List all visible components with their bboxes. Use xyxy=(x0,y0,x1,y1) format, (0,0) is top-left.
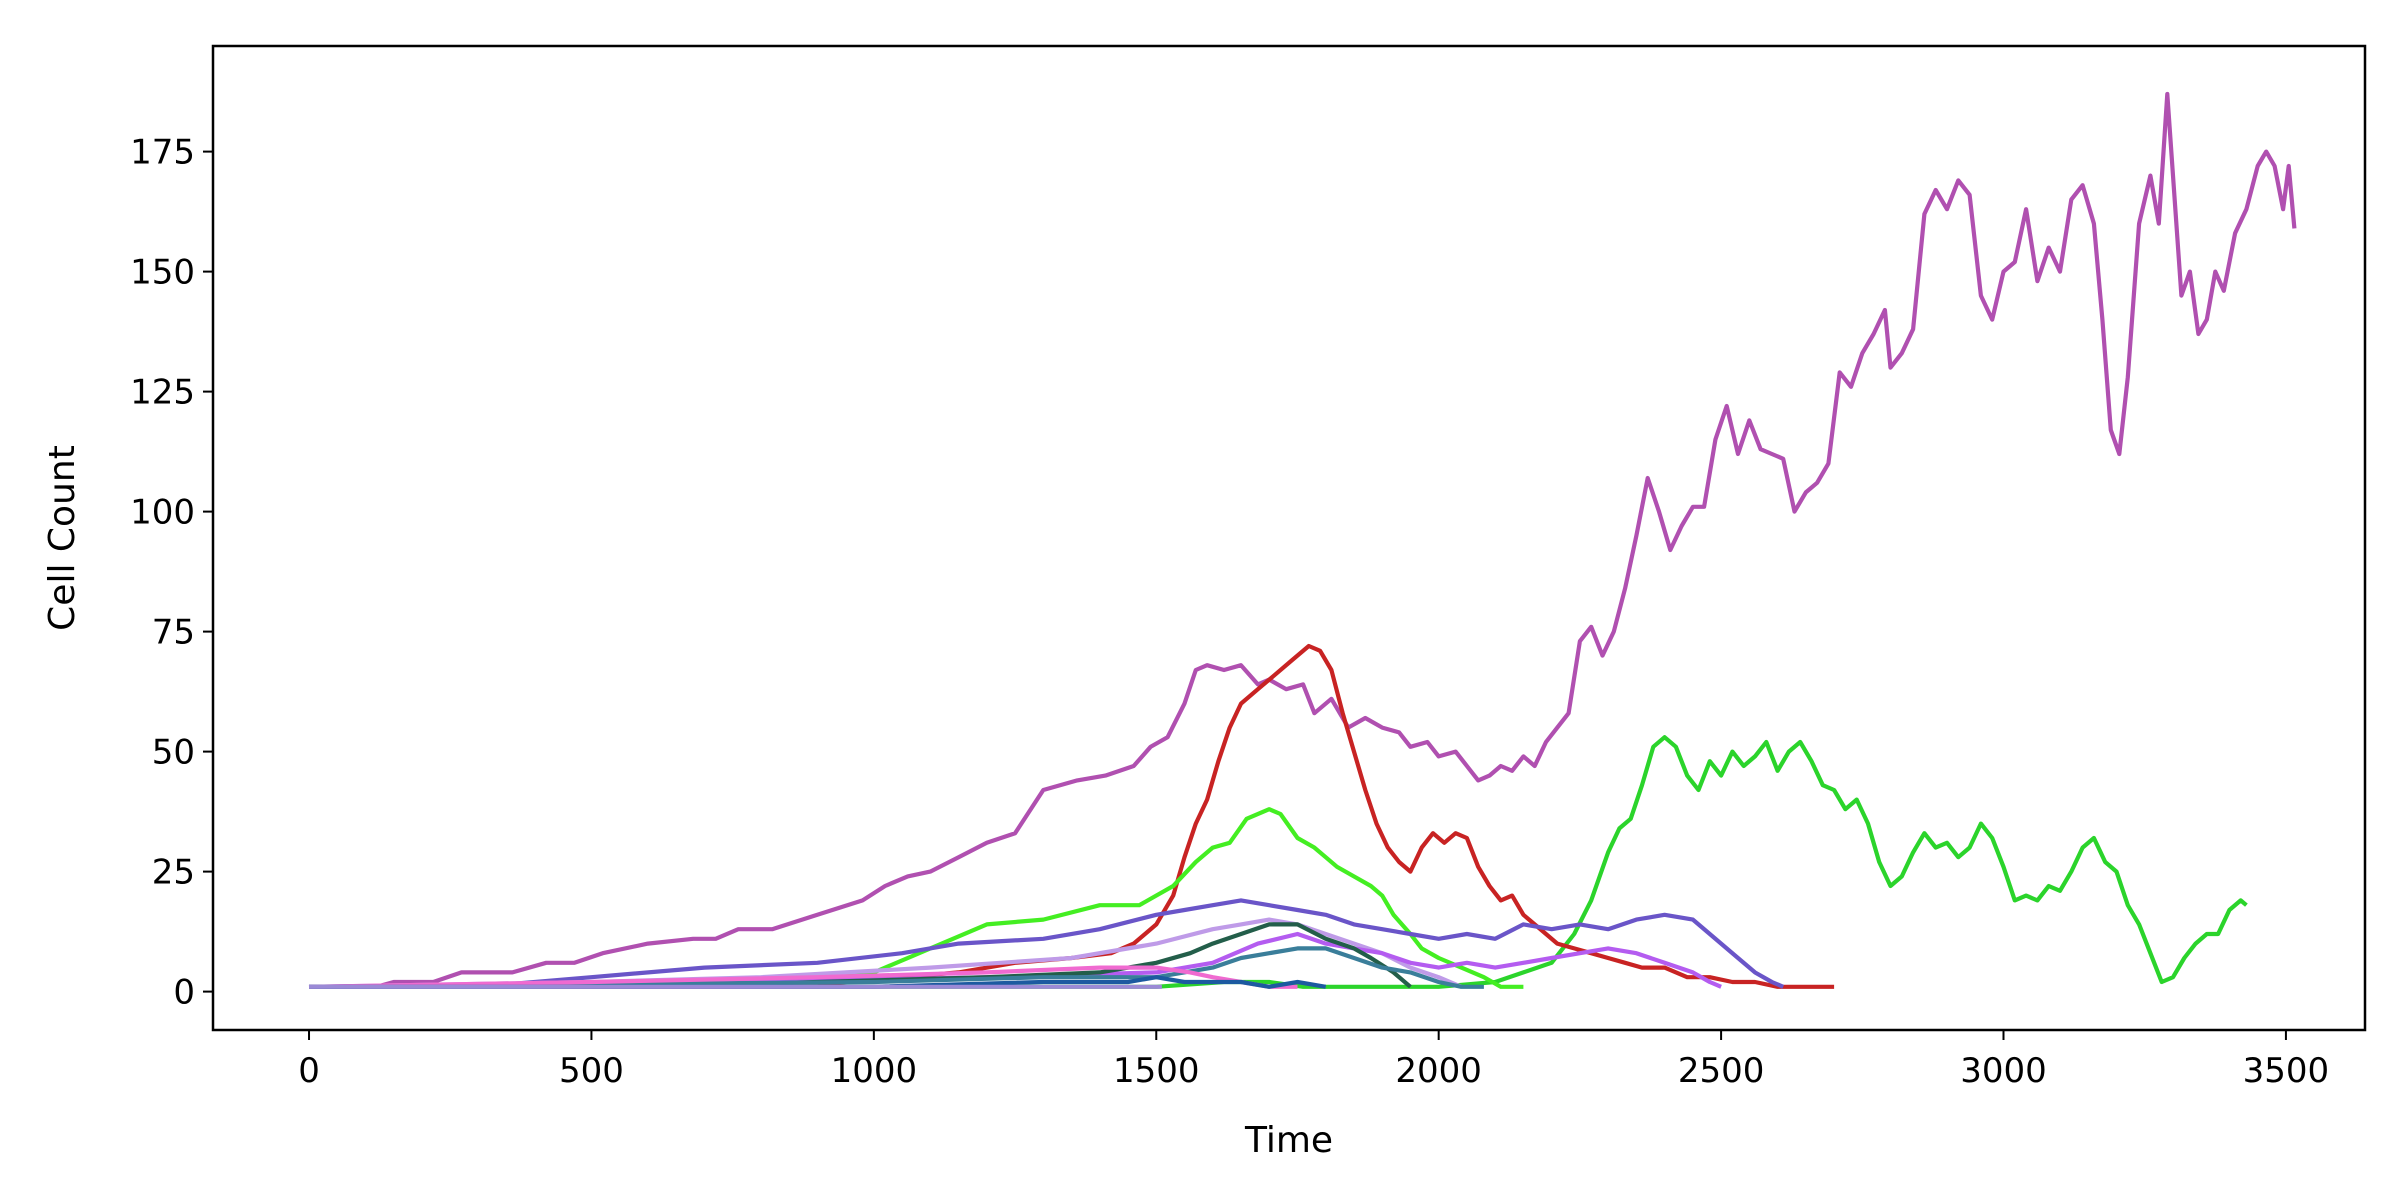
x-tick-label: 2000 xyxy=(1395,1051,1482,1091)
series-line-5 xyxy=(309,898,1785,989)
series-line-3 xyxy=(309,643,1835,989)
x-tick-label: 1500 xyxy=(1113,1051,1200,1091)
y-axis-ticks: 0 25 50 75 100 125 150 175 xyxy=(130,133,213,1013)
y-tick-label: 125 xyxy=(130,373,195,413)
y-tick-label: 175 xyxy=(130,133,195,173)
x-tick-label: 1000 xyxy=(831,1051,918,1091)
series-line-6 xyxy=(308,917,1463,989)
x-axis-title: Time xyxy=(1244,1120,1333,1161)
x-tick-label: 2500 xyxy=(1678,1051,1765,1091)
series-line-4 xyxy=(309,807,1524,989)
y-tick-label: 75 xyxy=(152,613,195,653)
x-tick-label: 3500 xyxy=(2243,1051,2330,1091)
y-tick-label: 0 xyxy=(173,973,195,1013)
series-line-2 xyxy=(309,735,2248,989)
series-line-9 xyxy=(308,946,1484,989)
y-tick-label: 50 xyxy=(152,733,195,773)
y-tick-label: 100 xyxy=(130,493,195,533)
series-lines xyxy=(308,91,2297,989)
plot-frame xyxy=(211,44,2367,1032)
y-tick-label: 150 xyxy=(130,253,195,293)
x-tick-label: 0 xyxy=(298,1051,320,1091)
series-line-11 xyxy=(309,975,1327,989)
x-axis-ticks: 0 500 1000 1500 2000 2500 3000 3500 xyxy=(298,1030,2329,1091)
series-line-1 xyxy=(309,91,2297,989)
y-tick-label: 25 xyxy=(152,853,195,893)
x-tick-label: 3000 xyxy=(1960,1051,2047,1091)
x-tick-label: 500 xyxy=(559,1051,624,1091)
y-axis-title: Cell Count xyxy=(42,445,83,631)
series-line-7 xyxy=(308,931,1722,989)
